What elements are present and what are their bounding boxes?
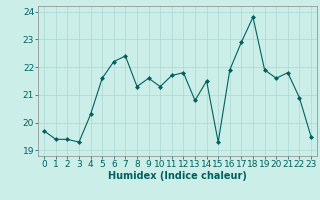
- X-axis label: Humidex (Indice chaleur): Humidex (Indice chaleur): [108, 171, 247, 181]
